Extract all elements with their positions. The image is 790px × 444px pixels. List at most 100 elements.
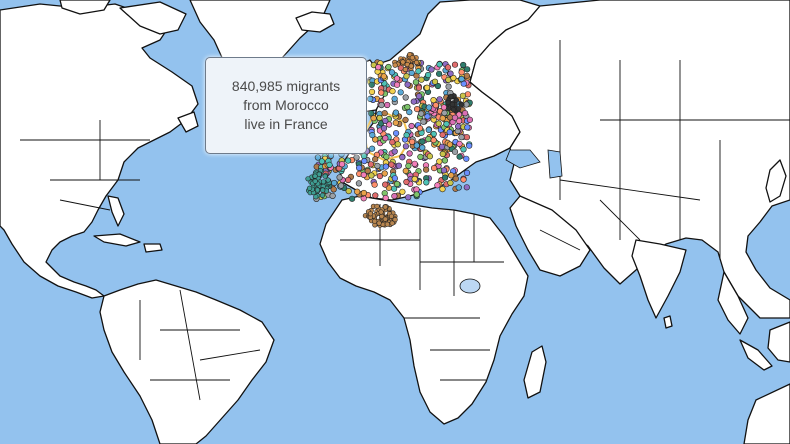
migrant-dot[interactable] — [384, 221, 390, 227]
migrant-dot[interactable] — [356, 164, 363, 171]
migrant-dot[interactable] — [385, 63, 392, 71]
arctic-island[interactable] — [59, 0, 111, 15]
cuba[interactable] — [93, 233, 141, 247]
migrant-dot[interactable] — [463, 155, 470, 162]
migrant-dot[interactable] — [448, 93, 454, 100]
migrant-dot[interactable] — [388, 69, 396, 76]
migrant-dot[interactable] — [458, 75, 465, 83]
newfoundland[interactable] — [177, 111, 199, 133]
migrant-dot[interactable] — [384, 101, 391, 109]
migrant-dot[interactable] — [452, 175, 459, 182]
hispaniola[interactable] — [143, 243, 163, 253]
migrant-dot[interactable] — [370, 115, 377, 122]
migrant-dot[interactable] — [382, 194, 389, 202]
migrant-dot[interactable] — [402, 94, 409, 101]
migrant-dot[interactable] — [460, 61, 467, 69]
migrant-dot[interactable] — [391, 95, 398, 102]
migrant-dot[interactable] — [445, 99, 451, 106]
migrant-dot[interactable] — [423, 166, 430, 173]
migrant-dot[interactable] — [382, 216, 388, 222]
migrant-dot[interactable] — [400, 59, 406, 65]
florida[interactable] — [107, 195, 125, 227]
sri-lanka[interactable] — [663, 315, 673, 329]
migrant-dot[interactable] — [411, 175, 418, 183]
migrant-dot[interactable] — [404, 103, 411, 111]
migrant-dot[interactable] — [376, 220, 382, 226]
migrant-dot[interactable] — [402, 116, 409, 123]
migrant-dot[interactable] — [394, 141, 401, 148]
migrant-dot[interactable] — [459, 92, 467, 99]
migrant-dot[interactable] — [411, 160, 418, 167]
migrant-dot[interactable] — [403, 178, 410, 186]
australia[interactable] — [743, 383, 790, 444]
migrant-dot[interactable] — [392, 217, 398, 223]
migrant-dot[interactable] — [382, 117, 389, 124]
migrant-dot[interactable] — [439, 150, 446, 158]
migrant-dot[interactable] — [375, 64, 382, 71]
migrant-dot[interactable] — [360, 171, 367, 178]
migrant-dot[interactable] — [372, 156, 379, 163]
migrant-dot[interactable] — [405, 162, 412, 169]
migrant-dot[interactable] — [368, 88, 376, 95]
migrant-dot[interactable] — [414, 59, 420, 66]
migrant-dot[interactable] — [331, 179, 338, 187]
migrant-dot[interactable] — [418, 76, 425, 83]
migrant-dot[interactable] — [416, 125, 424, 132]
migrant-dot[interactable] — [440, 167, 448, 174]
migrant-dot[interactable] — [447, 70, 454, 77]
migrant-dot[interactable] — [394, 81, 401, 88]
migrant-dot[interactable] — [420, 118, 427, 125]
migrant-dot[interactable] — [374, 162, 381, 169]
asia[interactable] — [469, 0, 790, 319]
migrant-dot[interactable] — [462, 110, 469, 117]
migrant-dot[interactable] — [434, 82, 442, 90]
migrant-dot[interactable] — [458, 69, 465, 76]
migrant-dot[interactable] — [393, 75, 401, 82]
migrant-dot[interactable] — [415, 68, 422, 75]
migrant-dot[interactable] — [408, 122, 415, 130]
migrant-dot[interactable] — [456, 153, 463, 160]
migrant-dot[interactable] — [430, 96, 437, 104]
migrant-dot[interactable] — [405, 194, 412, 201]
migrant-dot[interactable] — [455, 111, 463, 118]
migrant-dot[interactable] — [466, 116, 474, 123]
migrant-dot[interactable] — [312, 173, 318, 179]
migrant-dot[interactable] — [446, 129, 453, 136]
migrant-dot[interactable] — [314, 187, 321, 193]
migrant-dot[interactable] — [447, 179, 454, 186]
migrant-dot[interactable] — [319, 192, 326, 198]
migrant-dot[interactable] — [463, 184, 470, 191]
migrant-dot[interactable] — [345, 176, 352, 184]
migrant-dot[interactable] — [372, 136, 379, 143]
migrant-dot[interactable] — [392, 109, 400, 116]
migrant-dot[interactable] — [345, 157, 352, 164]
migrant-dot[interactable] — [399, 188, 406, 195]
migrant-dot[interactable] — [445, 76, 452, 83]
migrant-dot[interactable] — [391, 148, 398, 155]
migrant-dot[interactable] — [383, 153, 390, 160]
migrant-dot[interactable] — [459, 102, 465, 108]
migrant-dot[interactable] — [389, 88, 396, 95]
migrant-dot[interactable] — [394, 180, 401, 188]
migrant-dot[interactable] — [430, 137, 437, 144]
migrant-dot[interactable] — [376, 173, 384, 180]
migrant-dot[interactable] — [443, 120, 450, 128]
iceland[interactable] — [295, 11, 335, 33]
migrant-dot[interactable] — [438, 143, 446, 150]
migrant-dot[interactable] — [449, 101, 456, 107]
borneo[interactable] — [767, 321, 790, 363]
migrant-dot[interactable] — [307, 185, 313, 191]
migrant-dot[interactable] — [439, 115, 446, 122]
south-america[interactable] — [99, 279, 275, 444]
migrant-dot[interactable] — [382, 204, 388, 210]
migrant-dot[interactable] — [419, 138, 426, 145]
migrant-dot[interactable] — [450, 107, 457, 113]
migrant-dot[interactable] — [391, 175, 399, 182]
migrant-dot[interactable] — [391, 193, 398, 200]
baffin-island[interactable] — [119, 1, 187, 35]
migrant-dot[interactable] — [425, 136, 432, 143]
migrant-dot[interactable] — [418, 110, 425, 117]
migrant-dot[interactable] — [423, 84, 431, 91]
migrant-dot[interactable] — [389, 139, 396, 146]
